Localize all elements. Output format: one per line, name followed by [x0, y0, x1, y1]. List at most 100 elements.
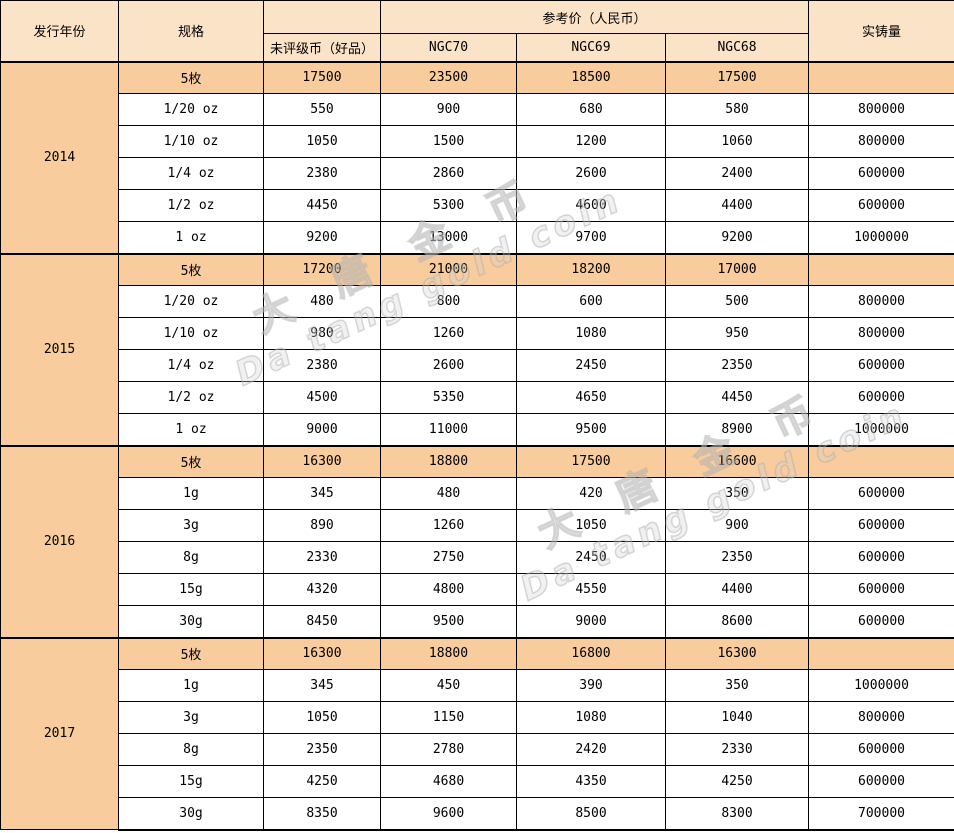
ngc70-cell: 480 [380, 477, 517, 510]
ngc69-cell: 2450 [516, 541, 666, 574]
ngc69-cell: 18200 [516, 252, 666, 286]
table-body: 2014 5枚 17500 23500 18500 17500 1/20 oz 550 900 6… [0, 60, 954, 831]
ngc70-cell: 800 [380, 285, 517, 318]
spec-cell: 5枚 [118, 252, 264, 286]
ngc70-cell: 18800 [380, 444, 517, 478]
ngc70-cell: 450 [380, 669, 517, 702]
ungraded-cell: 2350 [263, 733, 381, 766]
ngc68-cell: 1060 [664, 125, 810, 158]
col-header-ngc68: NGC68 [664, 33, 810, 62]
ngc69-cell: 420 [516, 477, 666, 510]
ngc70-cell: 4800 [380, 573, 517, 606]
spec-cell: 1/10 oz [118, 125, 264, 158]
header-spacer-cell [263, 0, 381, 34]
ngc69-cell: 390 [516, 669, 666, 702]
ngc68-cell: 2350 [664, 349, 810, 382]
ngc68-cell: 16600 [664, 444, 810, 478]
ngc68-cell: 8600 [664, 605, 810, 638]
spec-cell: 1/4 oz [118, 349, 264, 382]
mintage-cell: 600000 [808, 541, 954, 574]
table-row: 1/10 oz 1050 1500 1200 1060 800000 [1, 125, 954, 158]
table-row: 8g 2350 2780 2420 2330 600000 [1, 733, 954, 766]
ungraded-cell: 345 [263, 669, 381, 702]
ungraded-cell: 8350 [263, 797, 381, 831]
ungraded-cell: 16300 [263, 636, 381, 670]
ngc68-cell: 500 [664, 285, 810, 318]
spec-cell: 1/20 oz [118, 285, 264, 318]
spec-cell: 8g [118, 733, 264, 766]
ngc69-cell: 4550 [516, 573, 666, 606]
spec-cell: 1g [118, 477, 264, 510]
table-row: 2017 5枚 16300 18800 16800 16300 [0, 636, 954, 830]
ngc68-cell: 17000 [664, 252, 810, 286]
table-row: 1/4 oz 2380 2860 2600 2400 600000 [1, 157, 954, 190]
ngc70-cell: 5300 [380, 189, 517, 222]
mintage-cell: 1000000 [808, 413, 954, 446]
ungraded-cell: 2330 [263, 541, 381, 574]
table-row: 1 oz 9000 11000 9500 8900 1000000 [1, 413, 954, 446]
ngc68-cell: 350 [664, 477, 810, 510]
table-row: 2016 5枚 16300 18800 17500 16600 [0, 444, 954, 638]
ngc68-cell: 4250 [664, 765, 810, 798]
table-row: 15g 4320 4800 4550 4400 600000 [1, 573, 954, 606]
ungraded-cell: 9200 [263, 221, 381, 254]
ngc69-cell: 1050 [516, 509, 666, 542]
spec-cell: 30g [118, 605, 264, 638]
ngc70-cell: 1500 [380, 125, 517, 158]
ngc69-cell: 9500 [516, 413, 666, 446]
ngc70-cell: 9600 [380, 797, 517, 831]
mintage-cell: 800000 [808, 701, 954, 734]
ungraded-cell: 4320 [263, 573, 381, 606]
mintage-cell: 600000 [808, 765, 954, 798]
ngc68-cell: 4450 [664, 381, 810, 414]
year-cell: 2015 [0, 252, 119, 446]
ungraded-cell: 480 [263, 285, 381, 318]
spec-cell: 1/20 oz [118, 93, 264, 126]
mintage-cell: 800000 [808, 317, 954, 350]
ungraded-cell: 2380 [263, 157, 381, 190]
mintage-cell: 600000 [808, 605, 954, 638]
col-header-mintage: 实铸量 [808, 0, 954, 62]
spec-cell: 3g [118, 509, 264, 542]
col-header-ngc70: NGC70 [380, 33, 517, 62]
ungraded-cell: 17500 [263, 60, 381, 94]
year-cell: 2014 [0, 60, 119, 254]
ngc69-cell: 1080 [516, 701, 666, 734]
col-header-spec: 规格 [118, 0, 264, 62]
mintage-cell: 800000 [808, 285, 954, 318]
ngc68-cell: 580 [664, 93, 810, 126]
ngc70-cell: 1150 [380, 701, 517, 734]
ungraded-cell: 980 [263, 317, 381, 350]
mintage-cell: 600000 [808, 189, 954, 222]
ngc68-cell: 8900 [664, 413, 810, 446]
ngc69-cell: 17500 [516, 444, 666, 478]
year-cell: 2016 [0, 444, 119, 638]
ngc70-cell: 4680 [380, 765, 517, 798]
ngc70-cell: 2750 [380, 541, 517, 574]
ngc69-cell: 18500 [516, 60, 666, 94]
mintage-cell: 800000 [808, 93, 954, 126]
table-row: 1g 345 450 390 350 1000000 [1, 669, 954, 702]
ungraded-cell: 4250 [263, 765, 381, 798]
mintage-cell: 600000 [808, 573, 954, 606]
ngc68-cell: 2350 [664, 541, 810, 574]
ungraded-cell: 2380 [263, 349, 381, 382]
ngc70-cell: 2860 [380, 157, 517, 190]
table-row: 3g 890 1260 1050 900 600000 [1, 509, 954, 542]
table-row: 1g 345 480 420 350 600000 [1, 477, 954, 510]
ngc68-cell: 2400 [664, 157, 810, 190]
ungraded-cell: 550 [263, 93, 381, 126]
ngc70-cell: 5350 [380, 381, 517, 414]
spec-cell: 5枚 [118, 636, 264, 670]
ngc68-cell: 350 [664, 669, 810, 702]
ngc69-cell: 2450 [516, 349, 666, 382]
mintage-cell [808, 252, 954, 286]
ngc69-cell: 4350 [516, 765, 666, 798]
ngc70-cell: 23500 [380, 60, 517, 94]
spec-cell: 1 oz [118, 413, 264, 446]
ngc70-cell: 13000 [380, 221, 517, 254]
mintage-cell [808, 636, 954, 670]
spec-cell: 3g [118, 701, 264, 734]
mintage-cell: 600000 [808, 349, 954, 382]
ngc68-cell: 4400 [664, 573, 810, 606]
